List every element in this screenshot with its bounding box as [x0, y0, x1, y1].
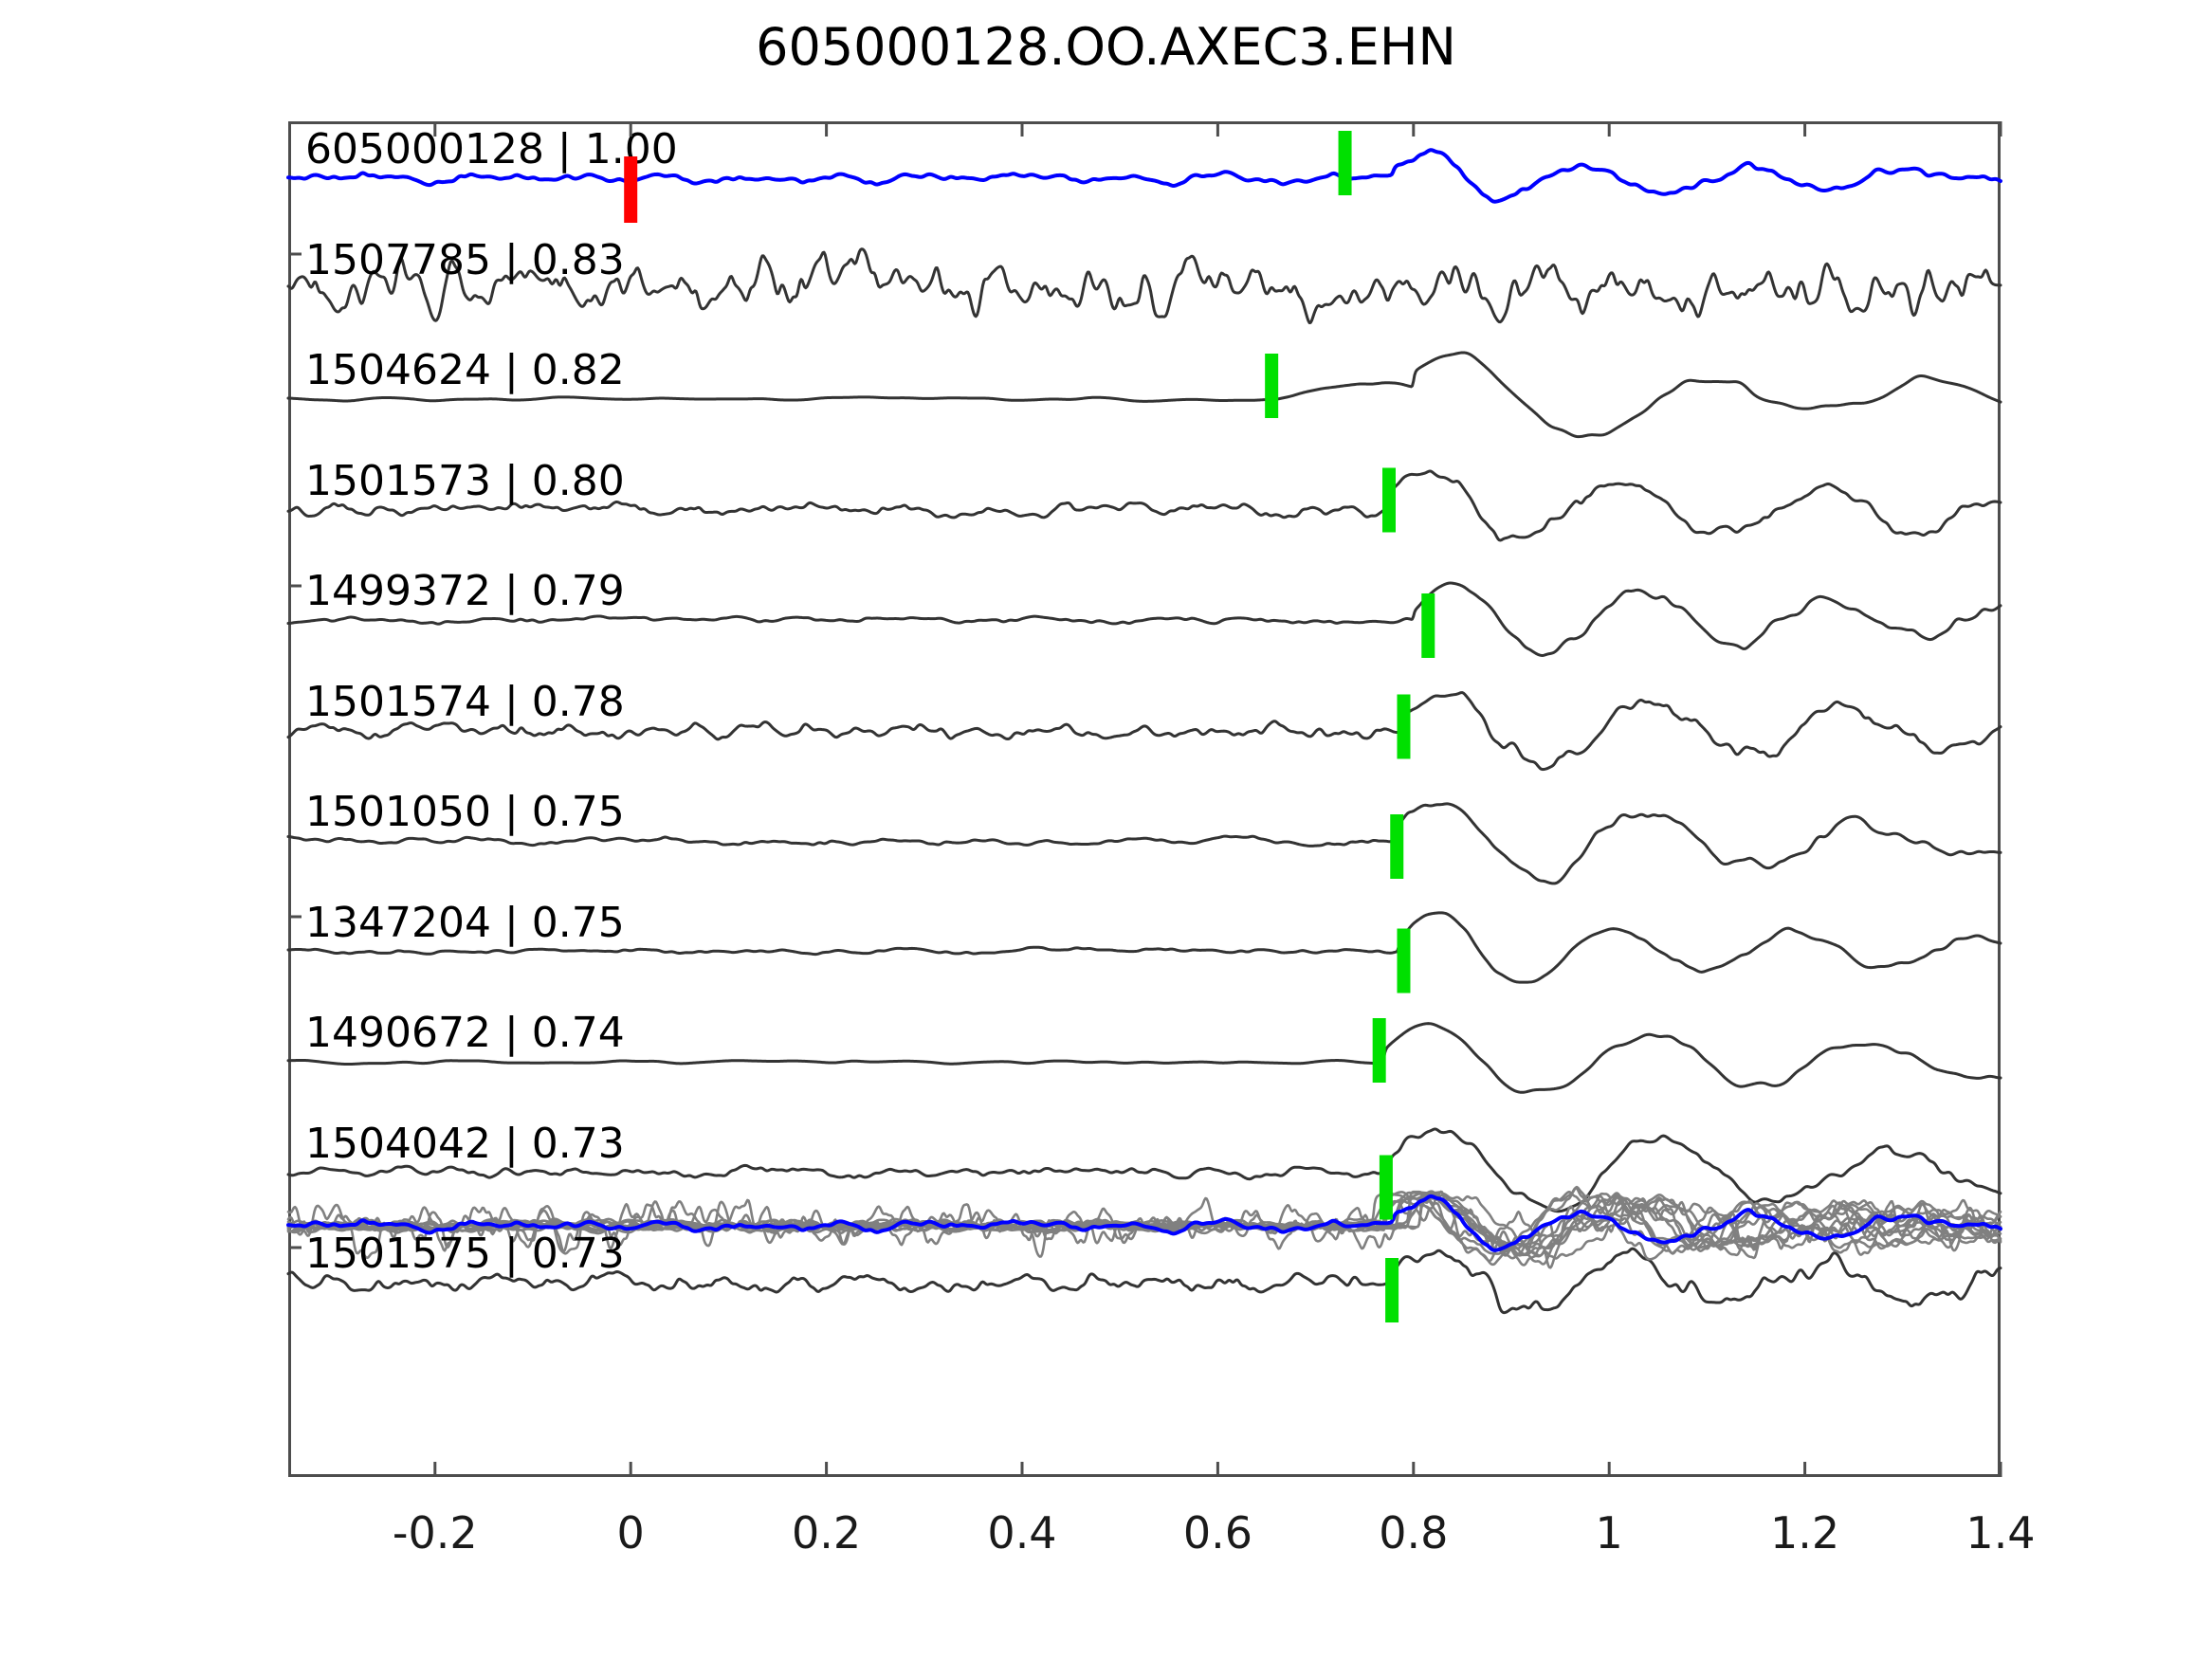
trace-label: 1490672 | 0.74	[305, 1009, 625, 1057]
phase-pick-marker	[1397, 694, 1411, 759]
trace-label: 1504042 | 0.73	[305, 1119, 625, 1168]
x-tick-label: -0.2	[392, 1507, 478, 1559]
phase-pick-marker	[1385, 1258, 1399, 1322]
axes-frame	[288, 121, 2001, 1477]
x-tick-label: 1.2	[1770, 1507, 1840, 1559]
trace-label: 1501050 | 0.75	[305, 788, 625, 836]
trace-label: 1499372 | 0.79	[305, 567, 625, 615]
phase-pick-marker	[1382, 467, 1396, 533]
trace-label: 1501575 | 0.73	[305, 1230, 625, 1278]
overlay-reference-trace	[286, 1194, 2002, 1252]
x-tick-label: 1	[1595, 1507, 1623, 1559]
phase-pick-marker	[1421, 593, 1435, 658]
trace-label: 1347204 | 0.75	[305, 898, 625, 947]
x-tick-label: 0.2	[792, 1507, 862, 1559]
x-tick-label: 0.6	[1182, 1507, 1252, 1559]
trace-label: 1501574 | 0.78	[305, 677, 625, 726]
x-axis-ticklabels: -0.2 0 0.2 0.4 0.6 0.8 1 1.2 1.4	[288, 1477, 2036, 1591]
phase-pick-marker	[1338, 131, 1352, 195]
overlay-gray-trace	[286, 1190, 2002, 1269]
detection-waveform	[286, 1247, 2002, 1315]
detection-waveform	[286, 581, 2002, 657]
phase-pick-marker	[1379, 1155, 1393, 1220]
phase-pick-marker	[1372, 1018, 1386, 1083]
detection-waveform	[286, 1022, 2002, 1094]
x-tick-label: 0	[616, 1507, 645, 1559]
trace-label: 1507785 | 0.83	[305, 235, 625, 284]
trace-label: 605000128 | 1.00	[305, 125, 678, 173]
detection-waveform	[286, 1127, 2002, 1213]
detection-waveform	[286, 691, 2002, 772]
phase-pick-marker	[1397, 928, 1411, 994]
detection-waveform	[286, 911, 2002, 984]
detection-waveform	[286, 247, 2002, 324]
phase-pick-marker	[1390, 814, 1404, 879]
x-tick-label: 0.8	[1379, 1507, 1449, 1559]
pick-marker-layer	[288, 121, 2002, 1477]
trace-label: 1501573 | 0.80	[305, 456, 625, 505]
waveform-layer	[286, 148, 2002, 1315]
x-tick-label: 0.4	[987, 1507, 1057, 1559]
plot-area: 605000128 | 1.00 1507785 | 0.83 1504624 | …	[286, 121, 2002, 1477]
template-waveform	[286, 148, 2002, 204]
trace-label: 1504624 | 0.82	[305, 346, 625, 394]
detection-waveform	[286, 802, 2002, 885]
x-tick-label: 1.4	[1965, 1507, 2036, 1559]
page-title: 605000128.OO.AXEC3.EHN	[756, 17, 1456, 77]
phase-pick-marker	[1265, 354, 1279, 418]
detection-waveform	[286, 469, 2002, 542]
detection-waveform	[286, 351, 2002, 439]
origin-time-marker	[624, 156, 638, 223]
